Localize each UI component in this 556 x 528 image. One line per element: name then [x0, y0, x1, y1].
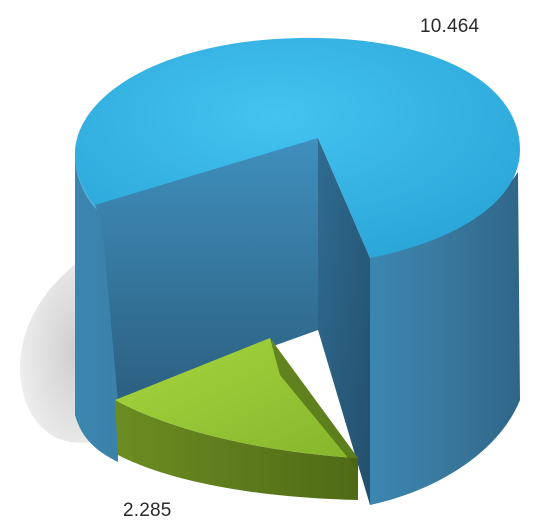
- small-slice-inner-face: [270, 338, 358, 470]
- large-slice-inner-face-right: [318, 138, 370, 505]
- small-slice-side: [115, 400, 358, 500]
- data-label-small: 2.285: [123, 500, 172, 521]
- data-label-large: 10.464: [420, 16, 480, 37]
- large-slice-inner-face-left: [100, 138, 318, 402]
- large-slice-side-right: [370, 172, 520, 505]
- small-slice-top: [115, 338, 358, 458]
- large-slice-top: [75, 37, 520, 259]
- large-slice-rim: [75, 150, 97, 210]
